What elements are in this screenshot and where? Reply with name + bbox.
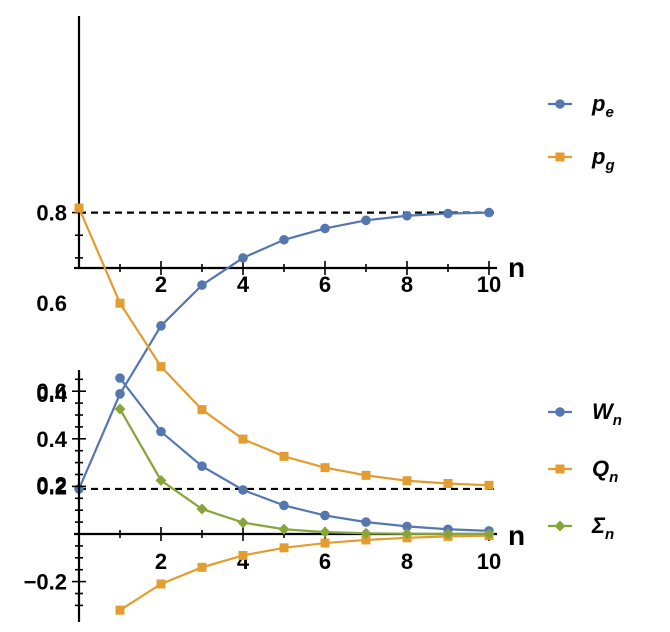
data-point — [238, 253, 248, 263]
legend-entry-symbol: Σ — [591, 513, 606, 538]
y-tick-label: 0.2 — [36, 472, 67, 497]
data-point — [279, 543, 289, 553]
data-point — [443, 478, 453, 488]
data-point — [484, 480, 494, 490]
data-point — [279, 500, 289, 511]
data-point — [114, 403, 126, 415]
y-tick-label: 0.8 — [36, 201, 67, 226]
legend-entry: Wn — [592, 399, 622, 429]
legend-swatch-marker — [555, 407, 565, 417]
data-point — [156, 426, 166, 437]
legend-entry-symbol: p — [591, 91, 605, 116]
legend-swatch-marker — [555, 464, 565, 474]
data-point — [74, 203, 84, 213]
data-point — [320, 223, 330, 234]
legend-entry-subscript: e — [605, 104, 613, 121]
data-point — [361, 215, 371, 226]
data-point — [238, 485, 248, 495]
x-tick-label: 6 — [319, 272, 331, 297]
y-tick-label: 0.6 — [36, 379, 67, 404]
data-point — [156, 362, 166, 372]
data-point — [238, 550, 248, 560]
x-axis-label: n — [508, 252, 525, 283]
data-point — [402, 210, 412, 221]
data-point — [443, 208, 453, 219]
x-tick-label: 6 — [319, 549, 331, 574]
y-tick-label: 0.4 — [36, 427, 67, 452]
data-point — [320, 538, 330, 548]
data-point — [237, 517, 249, 529]
data-point — [484, 207, 494, 218]
data-point — [197, 461, 207, 471]
data-point — [320, 463, 330, 473]
data-point — [156, 579, 166, 589]
legend-entry-symbol: W — [592, 399, 615, 424]
x-tick-label: 8 — [401, 272, 413, 297]
data-point — [442, 528, 454, 540]
data-point — [115, 373, 125, 383]
data-point — [197, 562, 207, 572]
data-point — [402, 521, 412, 532]
x-axis-label: n — [508, 520, 525, 551]
x-tick-label: 2 — [155, 272, 167, 297]
data-point — [197, 280, 207, 290]
y-tick-label: 0.2 — [36, 474, 67, 499]
data-point — [361, 470, 371, 480]
legend-entry-subscript: g — [604, 157, 614, 174]
series-line — [119, 408, 490, 536]
y-tick-label: −0.2 — [24, 570, 67, 595]
x-tick-label: 10 — [477, 272, 501, 297]
data-point — [320, 510, 330, 521]
legend-entry: pe — [591, 91, 614, 121]
data-point — [483, 528, 495, 540]
series-line — [119, 534, 490, 612]
y-tick-label: 0.6 — [36, 291, 67, 316]
legend-entry: Qn — [592, 456, 618, 486]
data-point — [156, 321, 166, 331]
legend-entry-subscript: n — [613, 412, 622, 429]
x-tick-label: 8 — [401, 549, 413, 574]
x-tick-label: 4 — [237, 272, 250, 297]
x-tick-label: 10 — [477, 549, 501, 574]
data-point — [238, 434, 248, 444]
legend-entry-subscript: n — [605, 526, 614, 543]
x-tick-label: 2 — [155, 549, 167, 574]
data-point — [279, 451, 289, 461]
legend-entry-symbol: p — [591, 144, 605, 169]
data-point — [196, 503, 208, 515]
data-point — [361, 535, 371, 545]
series-line — [119, 377, 490, 533]
data-point — [278, 523, 290, 535]
legend-entry-symbol: Q — [592, 456, 609, 481]
data-point — [361, 517, 371, 527]
legend-entry-subscript: n — [609, 469, 618, 486]
data-point — [319, 526, 331, 538]
data-point — [115, 298, 125, 308]
legend-swatch-marker — [555, 152, 565, 162]
legend-entry: pg — [591, 144, 615, 174]
data-point — [360, 527, 372, 539]
legend-entry: Σn — [591, 513, 614, 543]
data-point — [197, 405, 207, 415]
data-point — [401, 528, 413, 540]
data-point — [115, 389, 125, 399]
series-line — [77, 211, 490, 490]
data-point — [402, 476, 412, 486]
legend-swatch-marker — [555, 99, 565, 109]
data-point — [115, 605, 125, 615]
legend-swatch-marker — [554, 520, 566, 532]
data-point — [279, 234, 289, 245]
data-point — [155, 474, 167, 486]
y-tick-label: 0.4 — [36, 382, 67, 407]
